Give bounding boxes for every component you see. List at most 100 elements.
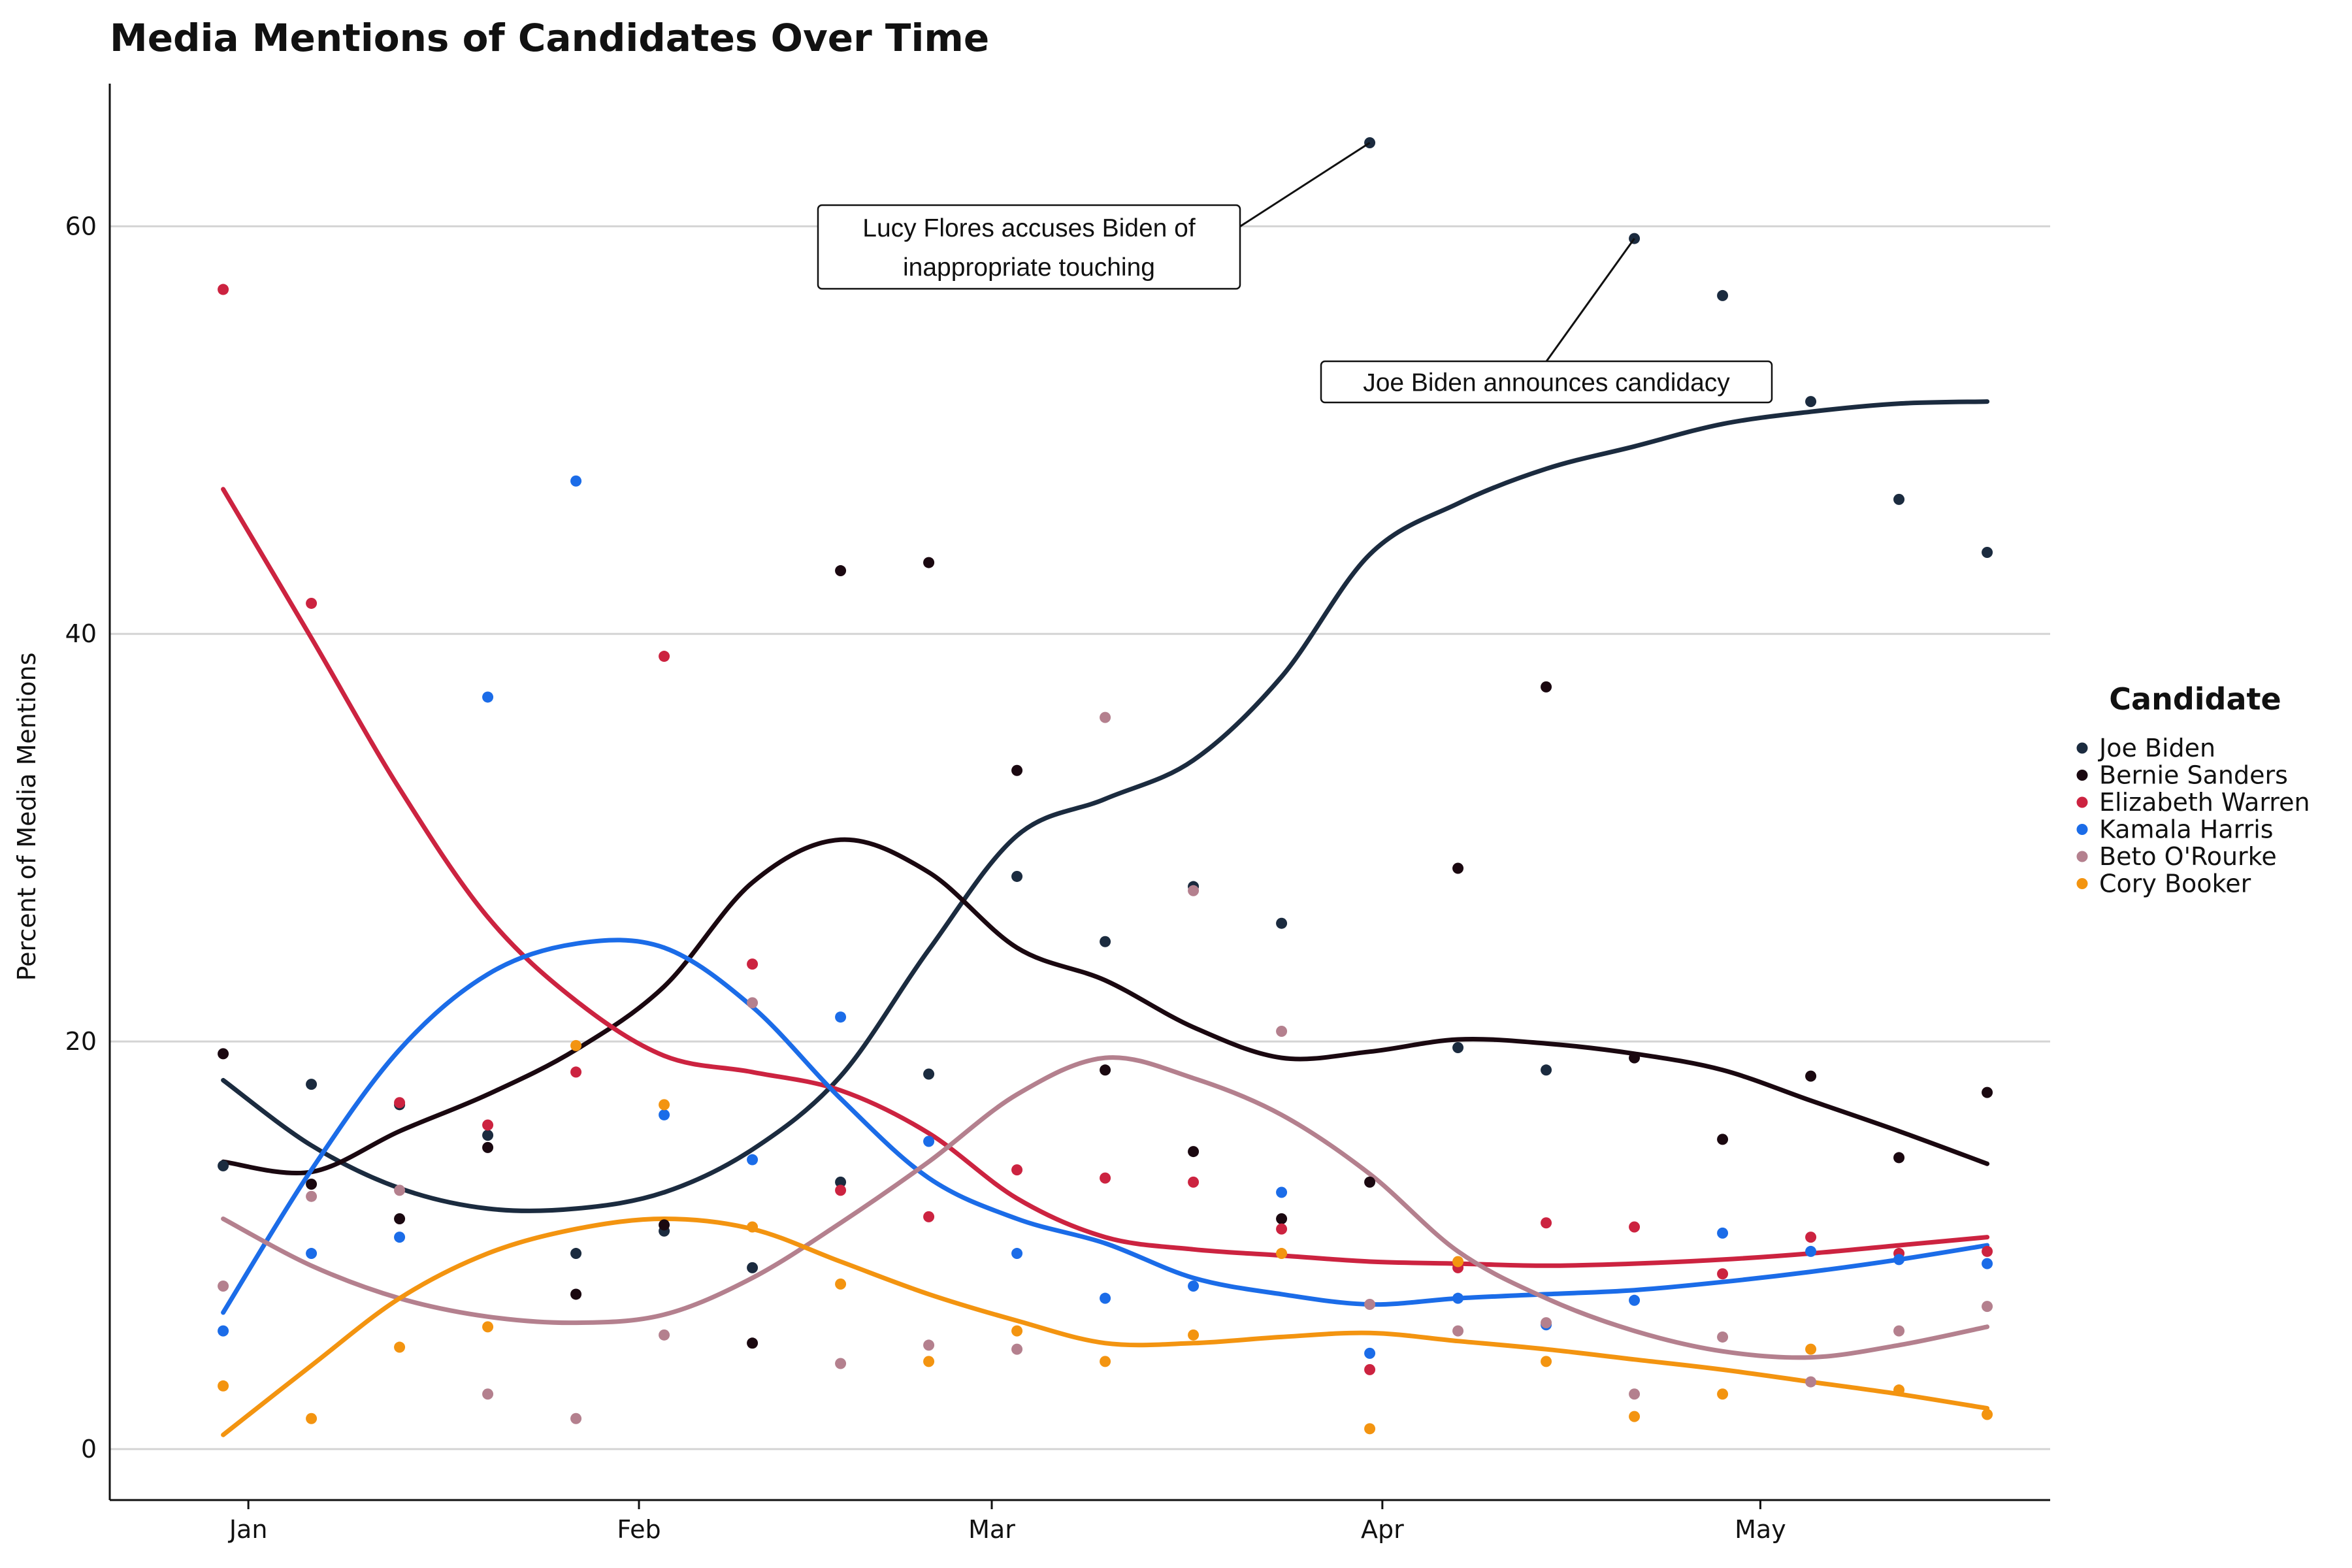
point-joe-biden bbox=[218, 1160, 229, 1171]
point-elizabeth-warren bbox=[1188, 1176, 1200, 1188]
point-bernie-sanders bbox=[835, 565, 847, 577]
point-beto-o-rourke bbox=[1982, 1301, 1993, 1313]
point-bernie-sanders bbox=[1011, 764, 1023, 776]
point-elizabeth-warren bbox=[1100, 1172, 1111, 1184]
point-bernie-sanders bbox=[1717, 1134, 1729, 1145]
x-tick-label: Apr bbox=[1361, 1515, 1404, 1544]
point-kamala-harris bbox=[306, 1248, 318, 1260]
point-elizabeth-warren bbox=[923, 1211, 935, 1222]
legend-label-kamala-harris: Kamala Harris bbox=[2099, 815, 2274, 844]
point-bernie-sanders bbox=[1452, 862, 1464, 874]
point-beto-o-rourke bbox=[835, 1358, 847, 1369]
point-joe-biden bbox=[835, 1176, 847, 1188]
legend-label-bernie-sanders: Bernie Sanders bbox=[2099, 761, 2288, 790]
annotation-label: Joe Biden announces candidacy bbox=[1363, 369, 1730, 397]
point-cory-booker bbox=[1541, 1356, 1552, 1367]
point-joe-biden bbox=[923, 1068, 935, 1080]
smooth-line-cory-booker bbox=[221, 1217, 1990, 1437]
annotation-box bbox=[817, 204, 1241, 290]
point-cory-booker bbox=[1982, 1409, 1993, 1420]
point-kamala-harris bbox=[747, 1154, 759, 1166]
point-kamala-harris bbox=[1805, 1245, 1817, 1257]
annotations: Lucy Flores accuses Biden of inappropriat… bbox=[817, 142, 1773, 404]
point-beto-o-rourke bbox=[659, 1329, 670, 1341]
point-bernie-sanders bbox=[482, 1141, 494, 1153]
point-beto-o-rourke bbox=[1629, 1388, 1641, 1400]
point-beto-o-rourke bbox=[306, 1190, 318, 1202]
point-cory-booker bbox=[1100, 1356, 1111, 1367]
point-joe-biden bbox=[306, 1079, 318, 1090]
point-joe-biden bbox=[1893, 493, 1905, 505]
point-kamala-harris bbox=[835, 1011, 847, 1023]
point-kamala-harris bbox=[1452, 1292, 1464, 1304]
point-kamala-harris bbox=[482, 691, 494, 703]
point-beto-o-rourke bbox=[1717, 1331, 1729, 1343]
point-cory-booker bbox=[1717, 1388, 1729, 1400]
smooth-line-joe-biden bbox=[221, 399, 1990, 1213]
point-elizabeth-warren bbox=[1364, 1364, 1376, 1375]
point-joe-biden bbox=[1982, 546, 1993, 558]
point-kamala-harris bbox=[1893, 1254, 1905, 1266]
point-cory-booker bbox=[218, 1380, 229, 1392]
point-kamala-harris bbox=[923, 1135, 935, 1147]
point-cory-booker bbox=[923, 1356, 935, 1367]
point-joe-biden bbox=[1276, 917, 1288, 929]
point-joe-biden bbox=[747, 1262, 759, 1273]
legend-label-joe-biden: Joe Biden bbox=[2098, 734, 2215, 762]
x-tick-label: Feb bbox=[617, 1515, 661, 1544]
point-bernie-sanders bbox=[747, 1337, 759, 1349]
legend-key-elizabeth-warren bbox=[2076, 796, 2088, 808]
point-bernie-sanders bbox=[218, 1048, 229, 1060]
point-kamala-harris bbox=[1188, 1280, 1200, 1292]
point-bernie-sanders bbox=[1364, 1176, 1376, 1188]
point-joe-biden bbox=[570, 1248, 582, 1260]
point-beto-o-rourke bbox=[923, 1339, 935, 1351]
x-tick-label: Mar bbox=[968, 1515, 1015, 1544]
point-kamala-harris bbox=[1011, 1248, 1023, 1260]
point-cory-booker bbox=[306, 1413, 318, 1424]
point-kamala-harris bbox=[1629, 1294, 1641, 1306]
smooth-line-elizabeth-warren bbox=[221, 487, 1990, 1268]
point-elizabeth-warren bbox=[1276, 1223, 1288, 1235]
point-kamala-harris bbox=[394, 1232, 406, 1243]
point-beto-o-rourke bbox=[1100, 711, 1111, 723]
legend-key-cory-booker bbox=[2076, 878, 2088, 889]
annotation-box bbox=[1320, 360, 1773, 404]
point-elizabeth-warren bbox=[1717, 1268, 1729, 1280]
point-kamala-harris bbox=[1717, 1227, 1729, 1239]
point-joe-biden bbox=[1805, 396, 1817, 408]
point-joe-biden bbox=[1541, 1064, 1552, 1076]
x-axis-ticks: Jan Feb Mar Apr May bbox=[228, 1500, 1786, 1544]
point-bernie-sanders bbox=[1629, 1052, 1641, 1064]
point-beto-o-rourke bbox=[1893, 1325, 1905, 1337]
point-elizabeth-warren bbox=[835, 1184, 847, 1196]
legend-key-joe-biden bbox=[2076, 742, 2088, 754]
point-beto-o-rourke bbox=[1541, 1317, 1552, 1329]
point-elizabeth-warren bbox=[1629, 1221, 1641, 1233]
legend-key-bernie-sanders bbox=[2076, 770, 2088, 781]
point-kamala-harris bbox=[1276, 1186, 1288, 1198]
point-elizabeth-warren bbox=[482, 1119, 494, 1131]
point-kamala-harris bbox=[218, 1325, 229, 1337]
point-cory-booker bbox=[394, 1341, 406, 1353]
point-elizabeth-warren bbox=[1982, 1245, 1993, 1257]
point-elizabeth-warren bbox=[659, 651, 670, 662]
point-joe-biden bbox=[1100, 936, 1111, 947]
point-joe-biden bbox=[482, 1130, 494, 1141]
point-cory-booker bbox=[1805, 1343, 1817, 1355]
point-elizabeth-warren bbox=[218, 284, 229, 295]
point-joe-biden bbox=[1717, 289, 1729, 301]
point-cory-booker bbox=[482, 1321, 494, 1333]
point-elizabeth-warren bbox=[394, 1097, 406, 1109]
point-beto-o-rourke bbox=[482, 1388, 494, 1400]
point-joe-biden bbox=[1452, 1041, 1464, 1053]
point-kamala-harris bbox=[659, 1109, 670, 1120]
y-axis-title: Percent of Media Mentions bbox=[12, 653, 41, 981]
point-bernie-sanders bbox=[923, 557, 935, 568]
point-elizabeth-warren bbox=[1805, 1232, 1817, 1243]
point-beto-o-rourke bbox=[1805, 1376, 1817, 1388]
smooth-line-beto-o-rourke bbox=[221, 1055, 1990, 1360]
point-beto-o-rourke bbox=[1364, 1299, 1376, 1311]
